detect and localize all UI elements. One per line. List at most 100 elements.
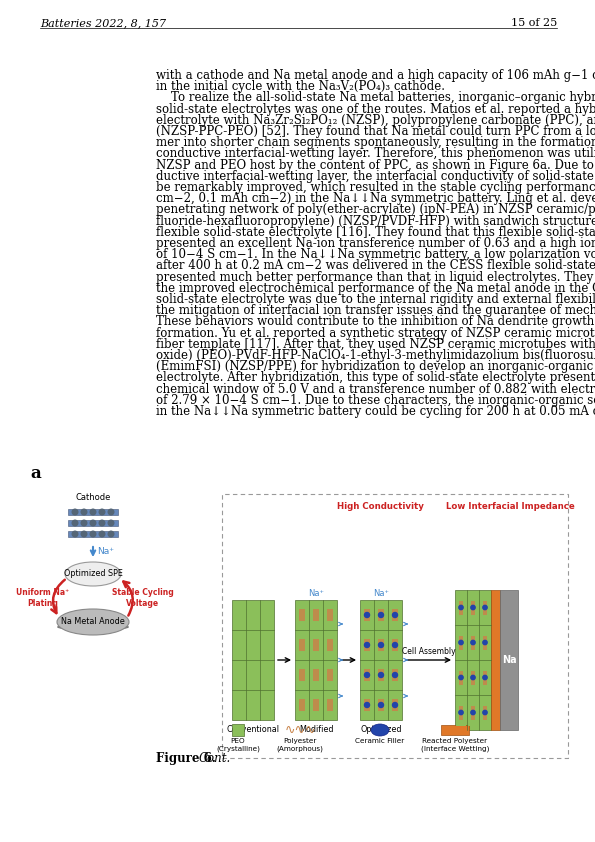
Circle shape — [393, 612, 397, 617]
Bar — [392, 639, 398, 651]
Bar — [468, 594, 478, 621]
Bar — [378, 669, 384, 681]
Circle shape — [99, 531, 105, 537]
Bar — [471, 636, 475, 649]
Bar — [471, 706, 475, 720]
Bar — [68, 531, 118, 537]
Bar — [459, 636, 464, 649]
Text: electrolyte. After hybridization, this type of solid-state electrolyte presented: electrolyte. After hybridization, this t… — [156, 371, 595, 385]
Text: Ceramic Filler: Ceramic Filler — [355, 738, 405, 744]
Text: Low Interfacial Impedance: Low Interfacial Impedance — [446, 502, 574, 511]
Circle shape — [72, 531, 78, 537]
Text: Cathode: Cathode — [76, 493, 111, 502]
Circle shape — [483, 711, 487, 715]
Bar — [327, 639, 333, 651]
Circle shape — [108, 531, 114, 537]
Bar — [299, 699, 305, 711]
Circle shape — [393, 702, 397, 707]
Bar — [483, 706, 487, 720]
Bar — [325, 604, 336, 626]
Bar — [483, 600, 487, 615]
Text: after 400 h at 0.2 mA cm−2 was delivered in the CESS flexible solid-state electr: after 400 h at 0.2 mA cm−2 was delivered… — [156, 259, 595, 273]
Bar — [468, 629, 478, 656]
Text: These behaviors would contribute to the inhibition of Na dendrite growth and dea: These behaviors would contribute to the … — [156, 316, 595, 328]
Bar — [299, 669, 305, 681]
Bar — [311, 633, 321, 657]
Text: To realize the all-solid-state Na metal batteries, inorganic–organic hybridizati: To realize the all-solid-state Na metal … — [156, 92, 595, 104]
Bar — [68, 520, 118, 526]
Bar — [325, 633, 336, 657]
Text: the mitigation of interfacial ion transfer issues and the guarantee of mechanica: the mitigation of interfacial ion transf… — [156, 304, 595, 317]
Text: Optimized SPE: Optimized SPE — [64, 569, 123, 578]
Circle shape — [393, 642, 397, 647]
Bar — [378, 699, 384, 711]
Bar — [471, 600, 475, 615]
Bar — [362, 604, 372, 626]
Circle shape — [483, 640, 487, 645]
Circle shape — [393, 673, 397, 678]
Circle shape — [378, 642, 384, 647]
Circle shape — [81, 531, 87, 537]
Text: (EmimFSI) (NZSP/PPE) for hybridization to develop an inorganic-organic solid-sta: (EmimFSI) (NZSP/PPE) for hybridization t… — [156, 360, 595, 373]
Circle shape — [365, 673, 369, 678]
Bar — [299, 609, 305, 621]
Bar — [471, 670, 475, 685]
Ellipse shape — [65, 562, 121, 586]
Text: Na Metal Anode: Na Metal Anode — [61, 617, 125, 626]
Text: of 2.79 × 10−4 S cm−1. Due to these characters, the inorganic-organic solid-stat: of 2.79 × 10−4 S cm−1. Due to these char… — [156, 394, 595, 407]
Text: Batteries 2022, 8, 157: Batteries 2022, 8, 157 — [40, 18, 166, 28]
Text: a: a — [30, 465, 40, 482]
Bar — [311, 604, 321, 626]
Bar — [327, 669, 333, 681]
Bar — [222, 494, 568, 758]
Circle shape — [90, 520, 96, 525]
Bar — [378, 609, 384, 621]
Text: Cell Assembly: Cell Assembly — [402, 647, 455, 656]
Text: in the Na↓↓Na symmetric battery could be cycling for 200 h at 0.05 mA cm−2.: in the Na↓↓Na symmetric battery could be… — [156, 405, 595, 418]
Bar — [480, 664, 490, 690]
Bar — [456, 664, 465, 690]
Text: presented an excellent Na-ion transference number of 0.63 and a high ionic condu: presented an excellent Na-ion transferen… — [156, 237, 595, 250]
Bar — [232, 600, 274, 720]
Bar — [480, 594, 490, 621]
Text: cm−2, 0.1 mAh cm−2) in the Na↓↓Na symmetric battery. Ling et al. developed an in: cm−2, 0.1 mAh cm−2) in the Na↓↓Na symmet… — [156, 192, 595, 205]
Circle shape — [378, 702, 384, 707]
Bar — [297, 694, 308, 717]
Bar — [375, 604, 386, 626]
Circle shape — [471, 711, 475, 715]
Bar — [327, 699, 333, 711]
Text: ∿∿∿: ∿∿∿ — [284, 723, 316, 737]
Bar — [483, 670, 487, 685]
Circle shape — [365, 612, 369, 617]
Bar — [500, 590, 518, 730]
Bar — [468, 664, 478, 690]
Text: Modified: Modified — [299, 725, 333, 734]
Bar — [378, 639, 384, 651]
Text: fiber template [117]. After that, they used NZSP ceramic microtubes with poly(et: fiber template [117]. After that, they u… — [156, 338, 595, 351]
Text: Optimized: Optimized — [360, 725, 402, 734]
Text: oxide) (PEO)-PVdF-HFP-NaClO₄-1-ethyl-3-methylimidazolium bis(fluorosulfonyl)imid: oxide) (PEO)-PVdF-HFP-NaClO₄-1-ethyl-3-m… — [156, 349, 595, 362]
Circle shape — [459, 640, 463, 645]
Bar — [480, 629, 490, 656]
Circle shape — [108, 509, 114, 514]
Text: Cont.: Cont. — [199, 752, 231, 765]
Text: 15 of 25: 15 of 25 — [511, 18, 557, 28]
Bar — [459, 600, 464, 615]
Circle shape — [99, 509, 105, 514]
Circle shape — [108, 520, 114, 525]
Text: chemical window of 5.0 V and a transference number of 0.882 with electrical cond: chemical window of 5.0 V and a transfere… — [156, 382, 595, 396]
Text: mer into shorter chain segments spontaneously, resulting in the formation of a h: mer into shorter chain segments spontane… — [156, 136, 595, 149]
Bar — [68, 509, 118, 515]
Bar — [480, 699, 490, 726]
Bar — [295, 600, 337, 720]
Text: electrolyte with Na₃Zr₂Si₂PO₁₂ (NZSP), polypropylene carbonate (PPC), and PEO ho: electrolyte with Na₃Zr₂Si₂PO₁₂ (NZSP), p… — [156, 114, 595, 127]
Bar — [390, 663, 400, 686]
Text: Stable Cycling
Voltage: Stable Cycling Voltage — [112, 589, 174, 608]
Text: presented much better performance than that in liquid electrolytes. They suggest: presented much better performance than t… — [156, 270, 595, 284]
Bar — [327, 609, 333, 621]
Bar — [459, 706, 464, 720]
Bar — [392, 699, 398, 711]
Circle shape — [72, 520, 78, 525]
Bar — [441, 725, 469, 735]
Bar — [362, 633, 372, 657]
